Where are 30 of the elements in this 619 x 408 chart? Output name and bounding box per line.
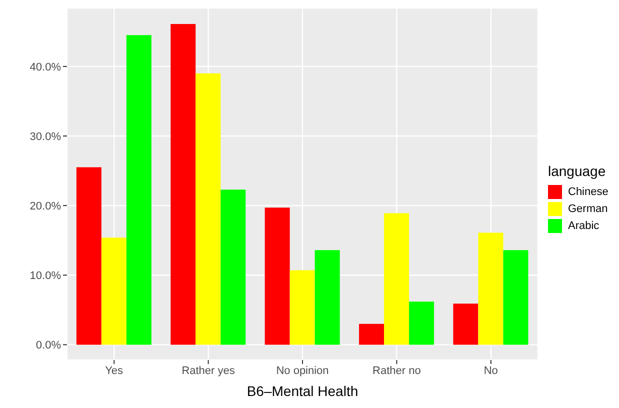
x-tick-label: No opinion [276,364,329,377]
bar [126,35,152,345]
y-tick-label: 0.0% [36,340,62,352]
x-axis-title: B6–Mental Health [246,383,358,399]
bar [264,208,290,345]
bar [314,250,340,345]
y-tick-label: 40.0% [30,61,62,74]
legend-label: German [568,202,608,214]
x-tick-label: Yes [105,364,124,377]
legend-label: Arabic [568,220,600,232]
bar [359,324,384,345]
bar [409,302,434,345]
y-tick-label: 30.0% [30,130,62,143]
bar [101,238,126,345]
x-tick-label: Rather yes [182,364,236,377]
x-tick-label: Rather no [372,364,421,377]
bar [196,73,221,345]
bar [384,213,410,345]
bar [76,167,102,345]
legend-label: Chinese [568,186,608,198]
y-tick-label: 20.0% [30,200,62,212]
bar [478,232,504,345]
bar [220,190,246,345]
y-tick-label: 10.0% [30,270,62,282]
bar [170,24,196,345]
bar [290,270,315,345]
bar [503,250,528,345]
bar [453,304,478,345]
legend-title: language [548,163,607,179]
x-tick-label: No [484,364,498,377]
